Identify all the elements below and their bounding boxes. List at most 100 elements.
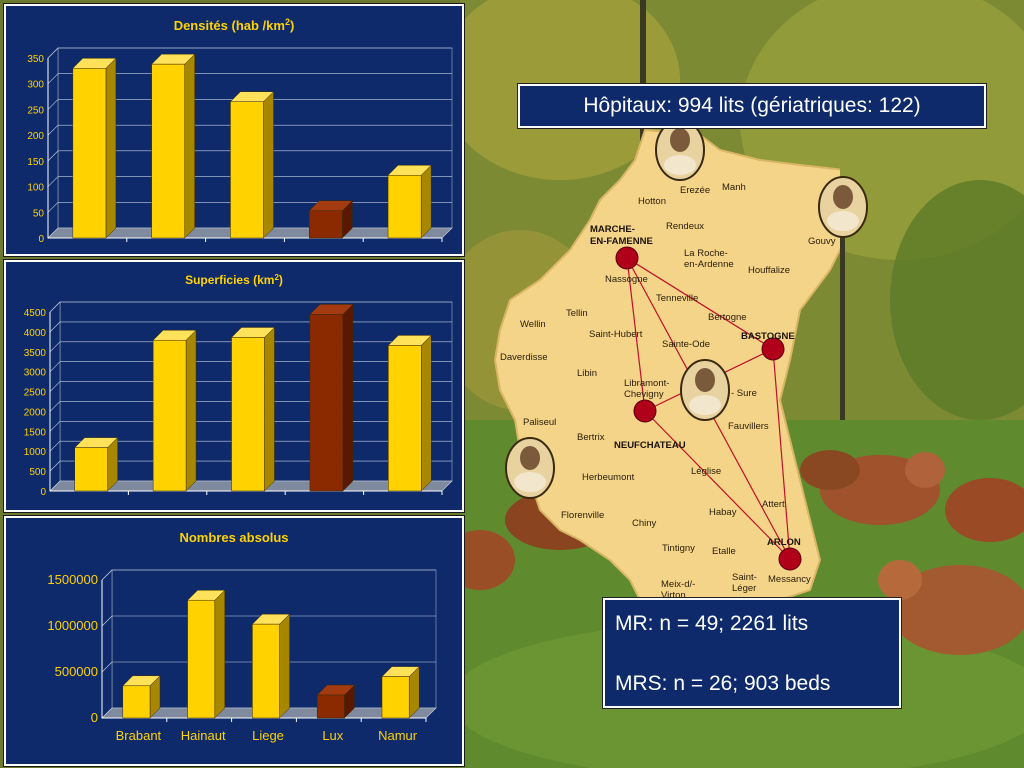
place-label: Herbeumont [582, 472, 635, 483]
portrait-icon [505, 437, 555, 499]
place-label: BASTOGNE [741, 331, 795, 342]
y-tick-label: 500 [29, 467, 46, 478]
place-label: Gouvy [808, 236, 836, 247]
place-label: Libin [577, 368, 597, 379]
y-tick-label: 0 [40, 487, 46, 498]
place-label: Tintigny [662, 543, 695, 554]
place-label: Bertogne [708, 312, 747, 323]
area-chart: Superficies (km2) 0 500 1000 1500 2000 2500 300… [24, 273, 453, 498]
care-homes-callout: MR: n = 49; 2261 lits MRS: n = 26; 903 b… [603, 598, 901, 708]
y-tick-label: 3500 [24, 348, 47, 359]
place-label: Rendeux [666, 221, 704, 232]
y-tick-label: 200 [27, 131, 44, 142]
place-label: NEUFCHATEAU [614, 440, 686, 451]
place-label: Léger [732, 583, 756, 594]
place-label: Tellin [566, 308, 588, 319]
bar-hainaut [186, 589, 226, 719]
place-label: Manh [722, 182, 746, 193]
y-tick-label: 1500000 [47, 572, 98, 587]
y-tick-label: 1500 [24, 427, 47, 438]
y-tick-label: 0 [38, 234, 44, 245]
y-tick-label: 100 [27, 183, 44, 194]
x-category-label: Namur [378, 728, 418, 743]
hospitals-text: Hôpitaux: 994 lits (gériatriques: 122) [583, 94, 921, 117]
y-tick-label: 1000 [24, 447, 47, 458]
plot-wall [101, 569, 113, 719]
grid-line [47, 124, 59, 136]
place-label: Erezée [680, 185, 710, 196]
y-tick-label: 500000 [55, 664, 98, 679]
place-label: - Sure [731, 388, 757, 399]
place-label: Etalle [712, 546, 736, 557]
y-tick-label: 0 [91, 710, 98, 725]
node-marche [615, 246, 639, 270]
y-tick-label: 250 [27, 105, 44, 116]
chart-title: Nombres absolus [179, 530, 288, 545]
portrait-icon [680, 359, 730, 421]
place-label: Wellin [520, 319, 546, 330]
hospitals-callout: Hôpitaux: 994 lits (gériatriques: 122) [518, 84, 986, 128]
y-tick-label: 1000000 [47, 618, 98, 633]
place-label: Sainte-Ode [662, 339, 710, 350]
density-chart-panel: Densités (hab /km2) 0 50 100 150 200 250 300 350 [4, 4, 464, 256]
grid-line [101, 569, 113, 581]
grid-line [47, 73, 59, 84]
bar-hainaut [152, 329, 197, 492]
grid-line [49, 301, 61, 313]
place-label: Bertrix [577, 432, 605, 443]
plot-wall [47, 47, 59, 239]
bar-liege [251, 613, 291, 719]
bar-liege [229, 91, 275, 239]
mrs-text: MRS: n = 26; 903 beds [615, 672, 831, 695]
grid-line [101, 615, 113, 627]
y-tick-label: 4000 [24, 328, 47, 339]
place-label: La Roche- [684, 248, 728, 259]
density-chart: Densités (hab /km2) 0 50 100 150 200 250 300 350 [27, 17, 453, 245]
grid-line [47, 202, 59, 213]
place-labels: Erezée Manh Hotton MARCHE-EN-FAMENNE Rendeux… [500, 182, 836, 610]
node-libramont [633, 399, 657, 423]
grid-line [49, 341, 61, 352]
bar-brabant [72, 57, 117, 239]
bar-lux [309, 303, 354, 492]
grid-line [47, 47, 59, 59]
bar-lux [316, 684, 356, 719]
bar-hainaut [151, 53, 196, 239]
place-label: Nassogne [605, 274, 648, 285]
bar-namur [387, 334, 432, 492]
place-label: Hotton [638, 196, 666, 207]
grid-line [101, 661, 113, 673]
grid-line [49, 441, 61, 452]
place-label: Meix-d/- [661, 579, 695, 590]
y-tick-label: 50 [33, 208, 45, 219]
place-label: en-Ardenne [684, 259, 734, 270]
y-tick-label: 300 [27, 80, 44, 91]
place-label: Saint-Hubert [589, 329, 643, 340]
place-label: Attert [762, 499, 785, 510]
place-label: Daverdisse [500, 352, 548, 363]
grid-line [49, 381, 61, 392]
place-label: Léglise [691, 466, 721, 477]
grid-line [49, 401, 61, 412]
x-category-label: Brabant [116, 728, 162, 743]
place-label: Paliseul [523, 417, 556, 428]
grid-line [49, 361, 61, 372]
area-chart-panel: Superficies (km2) 0 500 1000 1500 2000 2500 300… [4, 260, 464, 512]
chart-title: Densités (hab /km2) [174, 17, 295, 33]
bar-brabant [122, 675, 161, 719]
bar-liege [230, 326, 276, 492]
place-label: Habay [709, 507, 737, 518]
place-label: Saint- [732, 572, 757, 583]
portrait-icon [818, 176, 868, 238]
y-tick-label: 350 [27, 54, 44, 65]
grid-line [49, 421, 61, 432]
grid-line [47, 150, 59, 162]
x-category-label: Liege [252, 728, 284, 743]
y-tick-label: 2500 [24, 388, 47, 399]
place-label: Fauvillers [728, 421, 769, 432]
luxembourg-province-map: Erezée Manh Hotton MARCHE-EN-FAMENNE Rendeux… [493, 120, 840, 610]
place-label: ARLON [767, 537, 801, 548]
place-label: Tenneville [656, 293, 698, 304]
population-chart: Nombres absolus 0 500000 1000000 1500000 Brab… [47, 530, 437, 743]
place-label: Virton [661, 590, 686, 601]
